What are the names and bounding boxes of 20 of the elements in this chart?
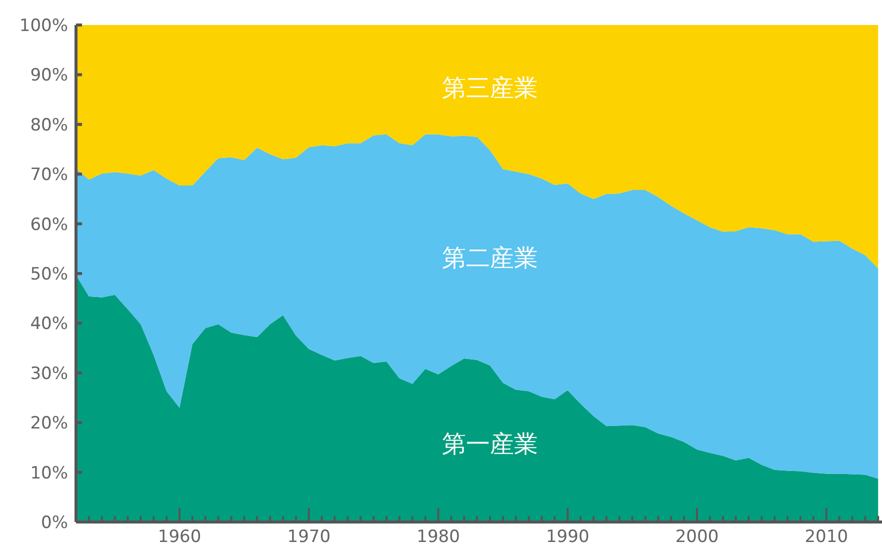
series-label: 第一産業 <box>442 430 538 458</box>
y-tick-label: 70% <box>30 165 68 186</box>
x-tick-label: 1960 <box>158 527 202 544</box>
y-tick-label: 20% <box>30 414 68 434</box>
series-label: 第二産業 <box>442 244 538 272</box>
series-label: 第三産業 <box>442 74 538 102</box>
y-tick-label: 0% <box>41 512 68 533</box>
y-tick-label: 50% <box>30 264 68 284</box>
y-tick-label: 100% <box>19 16 68 36</box>
x-tick-label: 1970 <box>287 527 331 544</box>
x-tick-label: 2010 <box>804 527 848 544</box>
x-tick-label: 1980 <box>416 527 460 544</box>
y-tick-label: 10% <box>30 463 68 484</box>
x-tick-label: 2000 <box>675 527 719 544</box>
x-tick-label: 1990 <box>546 527 590 544</box>
y-tick-label: 60% <box>30 214 68 235</box>
y-tick-label: 40% <box>30 314 68 334</box>
y-tick-label: 30% <box>30 364 68 384</box>
y-tick-label: 80% <box>30 115 68 136</box>
y-tick-label: 90% <box>30 66 68 86</box>
